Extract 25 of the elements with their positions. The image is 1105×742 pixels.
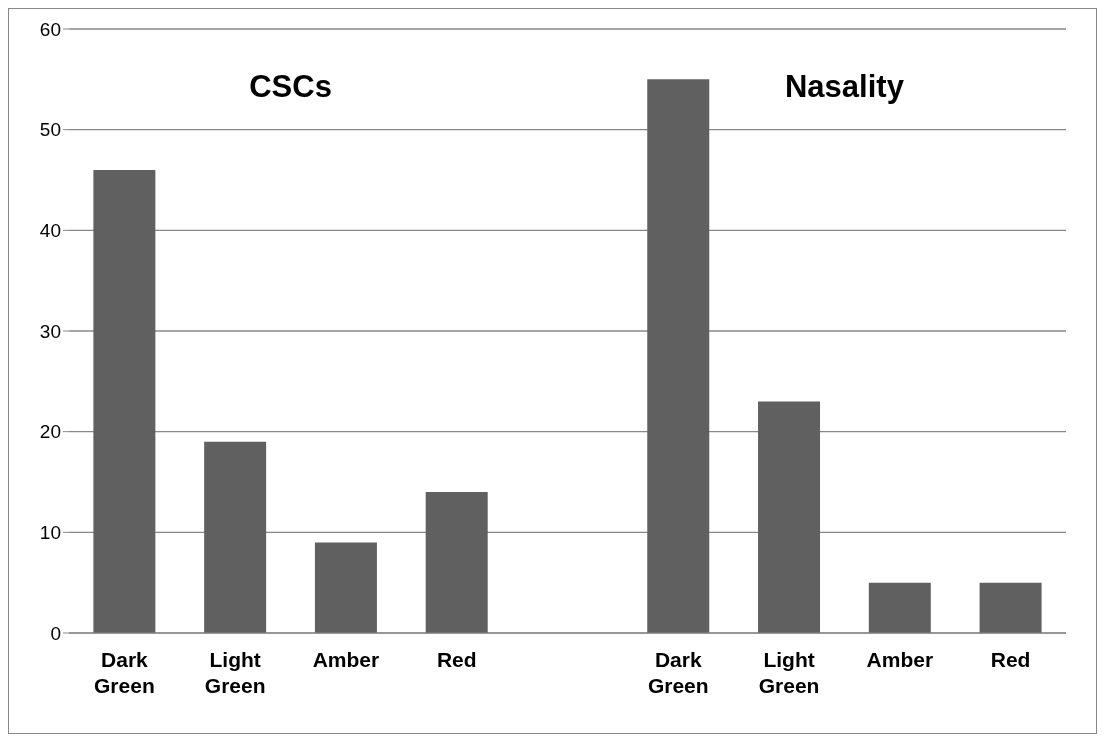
bar [425, 492, 488, 633]
x-tick-label: Red [990, 648, 1031, 671]
y-tick-label: 0 [50, 622, 61, 644]
bar [758, 401, 821, 633]
x-tick-label: Red [436, 648, 477, 671]
y-tick-label: 20 [39, 421, 61, 443]
annotation: CSCs [248, 69, 333, 105]
x-tick-label: Dark Green [647, 648, 709, 697]
y-tick-label: 10 [39, 522, 61, 544]
bar [868, 582, 931, 633]
y-tick-label: 30 [39, 320, 61, 342]
bar [979, 582, 1042, 633]
x-tick-label: Light Green [758, 648, 820, 697]
bar [93, 169, 156, 633]
y-tick-label: 40 [39, 220, 61, 242]
bar [204, 441, 267, 633]
x-tick-label: Amber [866, 648, 934, 671]
bar [314, 542, 377, 633]
x-tick-label: Light Green [204, 648, 266, 697]
bar [647, 79, 710, 633]
x-tick-label: Dark Green [94, 648, 155, 697]
annotation: Nasality [784, 69, 905, 105]
x-tick-label: Amber [312, 648, 380, 671]
y-tick-label: 50 [39, 119, 61, 141]
y-tick-label: 60 [39, 18, 61, 40]
